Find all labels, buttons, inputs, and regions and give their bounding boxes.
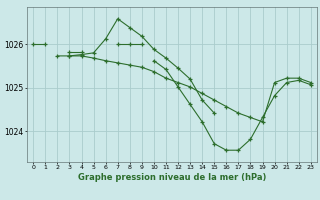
X-axis label: Graphe pression niveau de la mer (hPa): Graphe pression niveau de la mer (hPa) — [78, 173, 266, 182]
